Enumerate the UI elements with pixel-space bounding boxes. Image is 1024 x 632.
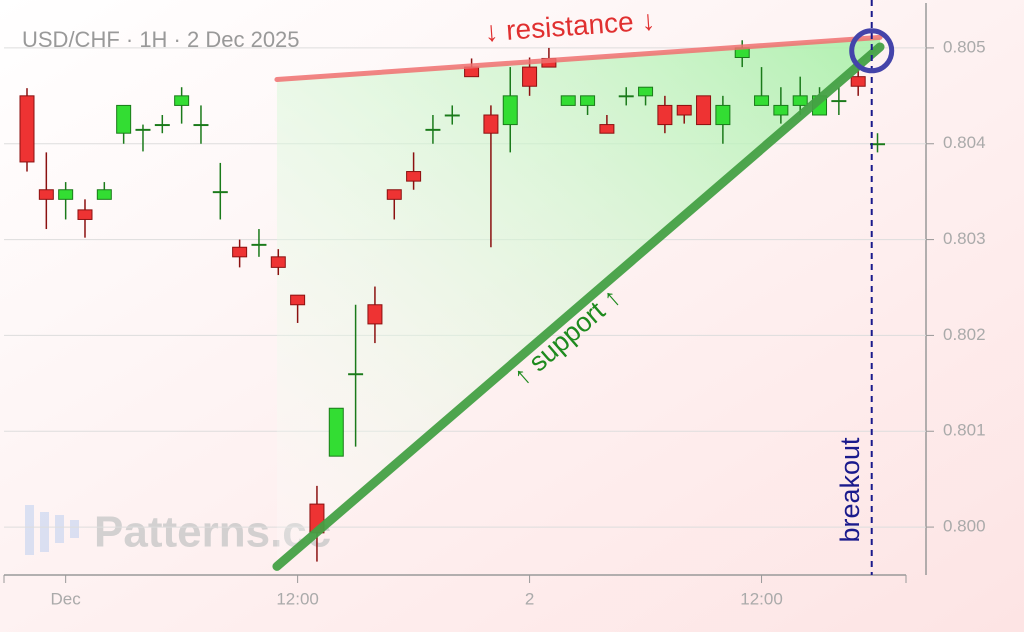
candle-body	[77, 209, 93, 220]
candle-body	[19, 95, 35, 163]
x-tick-label: Dec	[51, 589, 82, 608]
candle-body	[251, 243, 267, 246]
trend-line	[272, 42, 885, 571]
candle-body	[754, 95, 770, 106]
candle-body	[850, 76, 866, 87]
candle-body	[522, 66, 538, 87]
candle-body	[96, 189, 112, 200]
candle-body	[618, 95, 634, 98]
candle-body	[696, 95, 712, 126]
x-tick-label: 2	[525, 589, 534, 608]
candle-body	[676, 104, 692, 116]
candle-body	[328, 407, 344, 457]
y-tick-label: 0.801	[943, 421, 986, 440]
candle-body	[116, 104, 132, 134]
breakout-circle	[849, 28, 895, 74]
y-tick-label: 0.803	[943, 229, 986, 248]
candle-body	[580, 95, 596, 106]
trend-line	[274, 34, 883, 83]
breakout-label: breakout	[835, 437, 865, 543]
watermark-icon	[25, 505, 79, 555]
y-tick-label: 0.802	[943, 325, 986, 344]
candle-body	[792, 95, 808, 106]
candle-body	[174, 95, 190, 106]
candle-body	[638, 86, 654, 97]
y-tick-label: 0.804	[943, 133, 986, 152]
candle-body	[406, 171, 422, 182]
candle-body	[154, 124, 170, 127]
candle-body	[348, 373, 364, 376]
x-tick-label: 12:00	[276, 589, 319, 608]
candle-body	[367, 304, 383, 325]
candle-body	[386, 189, 402, 200]
candle-body	[715, 104, 731, 126]
candle-body	[38, 189, 54, 200]
candle-body	[270, 256, 286, 268]
candle-body	[58, 189, 74, 200]
candle-body	[502, 95, 518, 126]
candle-body	[290, 294, 306, 306]
y-tick-label: 0.800	[943, 517, 986, 536]
x-tick-label: 12:00	[740, 589, 783, 608]
candle-body	[232, 246, 248, 258]
candle-body	[212, 191, 228, 194]
candle-body	[599, 124, 615, 134]
candle-body	[773, 104, 789, 116]
y-tick-label: 0.805	[943, 37, 986, 56]
candle-body	[444, 114, 460, 117]
candle-body	[560, 95, 576, 106]
candle-body	[193, 124, 209, 127]
candle-body	[135, 128, 151, 131]
candle-body	[425, 128, 441, 131]
candle-body	[657, 104, 673, 126]
candle-body	[870, 143, 886, 146]
candle-body	[831, 100, 847, 103]
candle-body	[483, 114, 499, 134]
